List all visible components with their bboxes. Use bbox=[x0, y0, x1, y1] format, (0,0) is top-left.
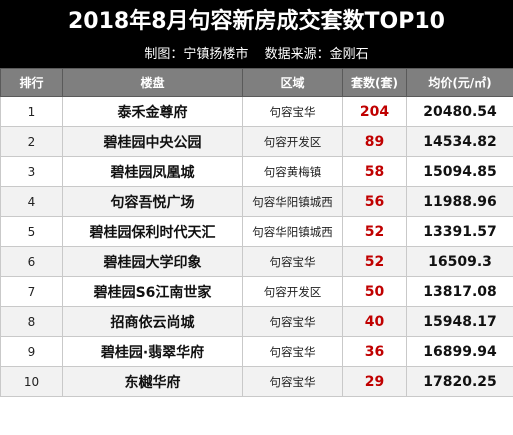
cell-count: 36 bbox=[342, 336, 407, 367]
cell-count: 58 bbox=[342, 156, 407, 187]
table-row: 6 碧桂园大学印象 句容宝华 52 16509.3 bbox=[0, 246, 513, 277]
cell-estate: 碧桂园凤凰城 bbox=[62, 156, 243, 187]
header-estate: 楼盘 bbox=[62, 68, 243, 97]
cell-district: 句容开发区 bbox=[242, 126, 343, 157]
cell-count: 52 bbox=[342, 216, 407, 247]
cell-district: 句容华阳镇城西 bbox=[242, 216, 343, 247]
cell-rank: 5 bbox=[0, 216, 63, 247]
source-credit: 数据来源：金刚石 bbox=[264, 47, 369, 62]
cell-rank: 10 bbox=[0, 366, 63, 397]
cell-price: 13391.57 bbox=[406, 216, 513, 247]
cell-estate: 东樾华府 bbox=[62, 366, 243, 397]
cell-price: 20480.54 bbox=[406, 96, 513, 127]
cell-district: 句容华阳镇城西 bbox=[242, 186, 343, 217]
cell-price: 16509.3 bbox=[406, 246, 513, 277]
cell-price: 16899.94 bbox=[406, 336, 513, 367]
table-row: 9 碧桂园·翡翠华府 句容宝华 36 16899.94 bbox=[0, 336, 513, 367]
cell-price: 14534.82 bbox=[406, 126, 513, 157]
table-row: 7 碧桂园S6江南世家 句容开发区 50 13817.08 bbox=[0, 276, 513, 307]
header-district: 区域 bbox=[242, 68, 343, 97]
cell-rank: 6 bbox=[0, 246, 63, 277]
cell-district: 句容宝华 bbox=[242, 306, 343, 337]
cell-rank: 1 bbox=[0, 96, 63, 127]
cell-rank: 2 bbox=[0, 126, 63, 157]
cell-district: 句容宝华 bbox=[242, 336, 343, 367]
cell-rank: 9 bbox=[0, 336, 63, 367]
ranking-table: 排行 楼盘 区域 套数(套) 均价(元/㎡) 1 泰禾金尊府 句容宝华 204 2048… bbox=[0, 68, 513, 397]
cell-price: 15948.17 bbox=[406, 306, 513, 337]
cell-estate: 碧桂园中央公园 bbox=[62, 126, 243, 157]
cell-count: 29 bbox=[342, 366, 407, 397]
table-row: 8 招商依云尚城 句容宝华 40 15948.17 bbox=[0, 306, 513, 337]
cell-district: 句容宝华 bbox=[242, 366, 343, 397]
cell-rank: 3 bbox=[0, 156, 63, 187]
header-rank: 排行 bbox=[0, 68, 63, 97]
cell-count: 56 bbox=[342, 186, 407, 217]
cell-district: 句容宝华 bbox=[242, 246, 343, 277]
maker-credit: 制图：宁镇扬楼市 bbox=[144, 47, 249, 62]
cell-estate: 碧桂园保利时代天汇 bbox=[62, 216, 243, 247]
table-row: 4 句容吾悦广场 句容华阳镇城西 56 11988.96 bbox=[0, 186, 513, 217]
cell-rank: 7 bbox=[0, 276, 63, 307]
header-price: 均价(元/㎡) bbox=[406, 68, 513, 97]
cell-district: 句容黄梅镇 bbox=[242, 156, 343, 187]
table-row: 2 碧桂园中央公园 句容开发区 89 14534.82 bbox=[0, 126, 513, 157]
table-row: 10 东樾华府 句容宝华 29 17820.25 bbox=[0, 366, 513, 397]
cell-rank: 4 bbox=[0, 186, 63, 217]
table-row: 5 碧桂园保利时代天汇 句容华阳镇城西 52 13391.57 bbox=[0, 216, 513, 247]
cell-estate: 碧桂园大学印象 bbox=[62, 246, 243, 277]
cell-estate: 招商依云尚城 bbox=[62, 306, 243, 337]
cell-count: 89 bbox=[342, 126, 407, 157]
table-header-row: 排行 楼盘 区域 套数(套) 均价(元/㎡) bbox=[0, 68, 513, 97]
cell-estate: 泰禾金尊府 bbox=[62, 96, 243, 127]
cell-count: 204 bbox=[342, 96, 407, 127]
cell-rank: 8 bbox=[0, 306, 63, 337]
cell-estate: 句容吾悦广场 bbox=[62, 186, 243, 217]
cell-price: 15094.85 bbox=[406, 156, 513, 187]
cell-price: 17820.25 bbox=[406, 366, 513, 397]
cell-estate: 碧桂园·翡翠华府 bbox=[62, 336, 243, 367]
table-row: 1 泰禾金尊府 句容宝华 204 20480.54 bbox=[0, 96, 513, 127]
cell-district: 句容开发区 bbox=[242, 276, 343, 307]
cell-district: 句容宝华 bbox=[242, 96, 343, 127]
cell-count: 52 bbox=[342, 246, 407, 277]
cell-price: 11988.96 bbox=[406, 186, 513, 217]
header-count: 套数(套) bbox=[342, 68, 407, 97]
table-row: 3 碧桂园凤凰城 句容黄梅镇 58 15094.85 bbox=[0, 156, 513, 187]
cell-price: 13817.08 bbox=[406, 276, 513, 307]
cell-count: 40 bbox=[342, 306, 407, 337]
credit-line: 制图：宁镇扬楼市 数据来源：金刚石 bbox=[0, 44, 513, 68]
page-title: 2018年8月句容新房成交套数TOP10 bbox=[0, 0, 513, 44]
cell-count: 50 bbox=[342, 276, 407, 307]
cell-estate: 碧桂园S6江南世家 bbox=[62, 276, 243, 307]
